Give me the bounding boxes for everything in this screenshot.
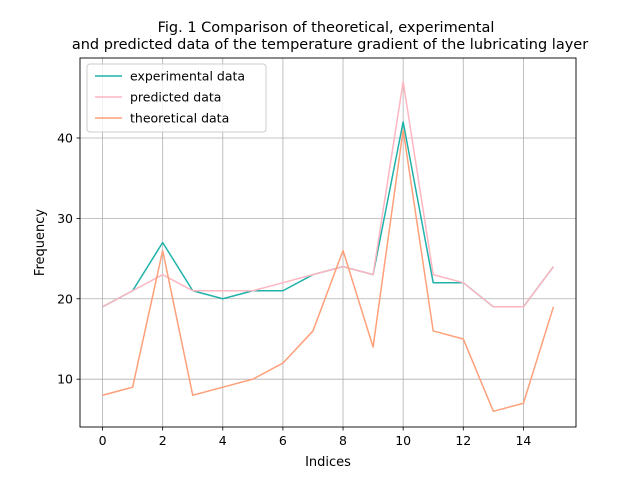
x-tick-label: 0: [99, 433, 107, 448]
y-tick-label: 30: [57, 211, 73, 226]
series-line-theoretical-data: [102, 129, 555, 413]
y-tick-label: 40: [57, 130, 73, 145]
y-tick-label: 20: [57, 291, 73, 306]
x-tick-label: 6: [279, 433, 287, 448]
y-tick-label: 10: [57, 372, 73, 387]
y-axis-label: Frequency: [33, 209, 48, 276]
x-tick-label: 10: [395, 433, 411, 448]
x-tick-label: 8: [339, 433, 347, 448]
axis-ticks: 0 2 4 6 8 10 12 14 10 20 30 40: [57, 130, 531, 448]
series-lines: [102, 80, 555, 413]
legend-label: experimental data: [130, 69, 245, 84]
chart-title: Fig. 1 Comparison of theoretical, experi…: [72, 20, 588, 53]
x-tick-label: 14: [515, 433, 531, 448]
legend-box: [86, 63, 267, 133]
legend: experimental data predicted data theoretic…: [86, 63, 267, 133]
series-line-predicted-data: [102, 80, 555, 308]
chart-title-line-1: Fig. 1 Comparison of theoretical, experi…: [158, 20, 495, 36]
x-axis-label: Indices: [305, 455, 351, 470]
legend-label: predicted data: [130, 90, 221, 105]
plot-frame: [79, 57, 577, 428]
legend-label: theoretical data: [130, 111, 229, 126]
x-tick-label: 12: [455, 433, 471, 448]
x-tick-label: 2: [159, 433, 167, 448]
chart-title-line-2: and predicted data of the temperature gr…: [72, 37, 588, 53]
x-tick-label: 4: [219, 433, 227, 448]
